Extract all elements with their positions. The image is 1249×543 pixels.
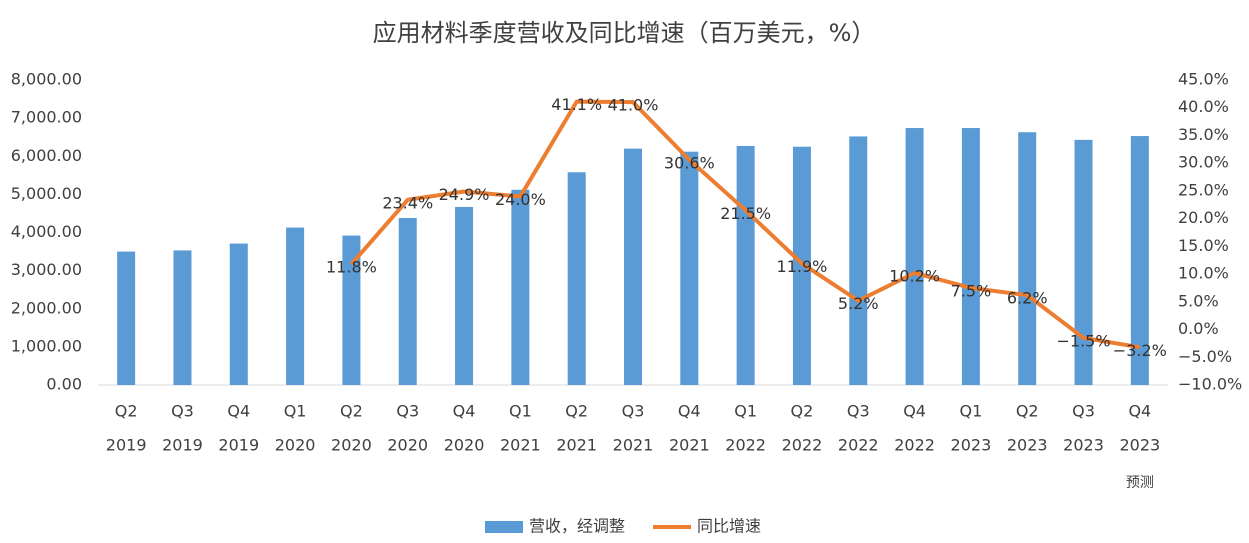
bar — [229, 243, 248, 385]
bar — [342, 235, 361, 385]
bar — [1074, 139, 1093, 385]
x-tick-label: Q3 — [847, 402, 870, 421]
y2-tick-label: 0.0% — [1178, 319, 1219, 338]
x-tick-label: Q2 — [115, 402, 138, 421]
bar — [905, 128, 924, 385]
data-label: −1.5% — [1056, 331, 1110, 350]
bar — [624, 148, 642, 385]
x-tick-label: 2021 — [556, 436, 597, 455]
x-tick-label: 2021 — [613, 436, 654, 455]
x-tick-label: Q3 — [622, 402, 645, 421]
y2-tick-label: 10.0% — [1178, 264, 1229, 283]
data-label: 24.9% — [439, 185, 490, 204]
bar — [567, 172, 586, 385]
x-tick-label: 2019 — [162, 436, 203, 455]
bar — [849, 136, 868, 385]
x-tick-label: Q3 — [396, 402, 419, 421]
y2-tick-label: 5.0% — [1178, 291, 1219, 310]
x-tick-label: 2023 — [1063, 436, 1104, 455]
bar — [173, 250, 192, 385]
chart-title: 应用材料季度营收及同比增速（百万美元，%） — [373, 19, 876, 47]
bar — [1018, 132, 1037, 385]
x-tick-label: 2019 — [218, 436, 259, 455]
y2-tick-label: −5.0% — [1178, 347, 1232, 366]
data-label: 11.8% — [326, 258, 377, 277]
x-tick-label: 2022 — [725, 436, 766, 455]
x-tick-label: Q1 — [960, 402, 983, 421]
data-label: 10.2% — [889, 266, 940, 285]
y-tick-label: 3,000.00 — [11, 260, 82, 279]
x-tick-label: 2023 — [1119, 436, 1160, 455]
x-tick-label: Q3 — [1072, 402, 1095, 421]
x-tick-label: Q4 — [1128, 402, 1151, 421]
x-tick-label: 2023 — [1007, 436, 1048, 455]
y-tick-label: 6,000.00 — [11, 146, 82, 165]
y-tick-label: 7,000.00 — [11, 108, 82, 127]
x-tick-label: 预测 — [1126, 475, 1154, 491]
x-tick-label: 2020 — [275, 436, 316, 455]
x-tick-label: Q1 — [284, 402, 307, 421]
y-tick-label: 2,000.00 — [11, 298, 82, 317]
y2-tick-label: 15.0% — [1178, 236, 1229, 255]
x-tick-label: Q4 — [453, 402, 476, 421]
data-label: 5.2% — [838, 294, 879, 313]
x-tick-label: Q2 — [565, 402, 588, 421]
data-label: 7.5% — [951, 281, 992, 300]
x-tick-label: 2020 — [331, 436, 372, 455]
y-tick-label: 1,000.00 — [11, 336, 82, 355]
y2-tick-label: 30.0% — [1178, 153, 1229, 172]
data-label: 41.1% — [551, 95, 602, 114]
x-tick-label: Q2 — [791, 402, 814, 421]
x-tick-label: Q4 — [678, 402, 701, 421]
y-tick-label: 8,000.00 — [11, 70, 82, 89]
data-label: 23.4% — [382, 193, 433, 212]
bar — [455, 206, 474, 385]
legend-label: 营收，经调整 — [529, 517, 625, 536]
line — [349, 99, 1141, 350]
x-tick-label: Q1 — [509, 402, 532, 421]
y2-tick-label: 20.0% — [1178, 208, 1229, 227]
x-tick-label: 2021 — [500, 436, 541, 455]
x-tick-label: Q2 — [1016, 402, 1039, 421]
y2-tick-label: 45.0% — [1178, 70, 1229, 89]
bar — [286, 227, 305, 385]
bar — [117, 251, 136, 385]
x-tick-label: 2022 — [782, 436, 823, 455]
x-tick-label: 2020 — [444, 436, 485, 455]
x-tick-label: Q4 — [903, 402, 926, 421]
bar — [1130, 136, 1149, 385]
data-label: 11.9% — [777, 257, 828, 276]
bar — [736, 145, 755, 385]
y-tick-label: 0.00 — [46, 375, 82, 394]
x-tick-label: 2020 — [387, 436, 428, 455]
bar — [511, 189, 530, 385]
data-label: 24.0% — [495, 190, 546, 209]
data-label: 30.6% — [664, 153, 715, 172]
x-tick-label: 2023 — [951, 436, 992, 455]
y2-tick-label: 40.0% — [1178, 97, 1229, 116]
y-tick-label: 4,000.00 — [11, 222, 82, 241]
y2-tick-label: −10.0% — [1178, 375, 1242, 394]
x-tick-label: 2021 — [669, 436, 710, 455]
x-tick-label: Q1 — [734, 402, 757, 421]
data-label: −3.2% — [1113, 341, 1167, 360]
data-label: 41.0% — [608, 96, 659, 115]
bar — [398, 218, 417, 385]
y2-tick-label: 35.0% — [1178, 125, 1229, 144]
y2-tick-label: 25.0% — [1178, 180, 1229, 199]
x-tick-label: Q2 — [340, 402, 363, 421]
x-tick-label: 2022 — [894, 436, 935, 455]
bar — [680, 151, 699, 385]
x-tick-label: Q3 — [171, 402, 194, 421]
legend-label: 同比增速 — [697, 517, 761, 536]
data-label: 21.5% — [720, 204, 771, 223]
x-tick-label: 2019 — [106, 436, 147, 455]
x-tick-label: 2022 — [838, 436, 879, 455]
y-tick-label: 5,000.00 — [11, 184, 82, 203]
data-label: 6.2% — [1007, 289, 1048, 308]
x-tick-label: Q4 — [227, 402, 250, 421]
legend-swatch — [485, 521, 523, 533]
bar — [961, 128, 980, 385]
